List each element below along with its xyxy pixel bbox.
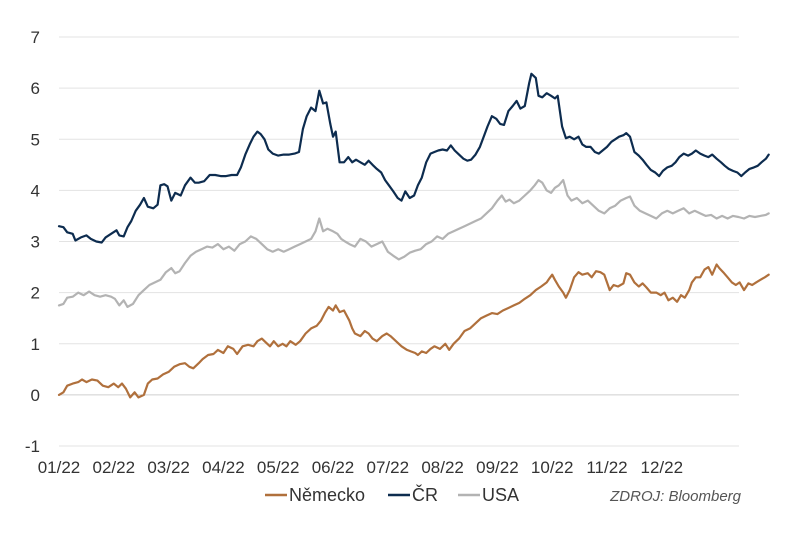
- y-tick-label: 5: [31, 130, 40, 149]
- series-line-2: [57, 179, 770, 308]
- series-lines: [57, 72, 770, 399]
- legend: Německo ČR USA: [265, 484, 519, 505]
- x-tick-label: 05/22: [257, 458, 300, 477]
- x-tick-label: 11/22: [586, 458, 627, 477]
- x-tick-label: 06/22: [312, 458, 355, 477]
- y-tick-label: 2: [31, 284, 40, 303]
- series-line-0: [57, 263, 770, 399]
- x-tick-label: 12/22: [641, 458, 684, 477]
- y-tick-label: 0: [31, 386, 40, 405]
- x-tick-label: 09/22: [476, 458, 519, 477]
- series-line-1: [57, 72, 770, 244]
- legend-label-0: Německo: [289, 485, 365, 505]
- x-tick-label: 03/22: [147, 458, 190, 477]
- x-tick-label: 10/22: [531, 458, 574, 477]
- legend-label-2: USA: [482, 485, 519, 505]
- y-tick-label: 3: [31, 233, 40, 252]
- gridlines: [59, 36, 739, 447]
- x-tick-label: 08/22: [421, 458, 464, 477]
- legend-label-1: ČR: [412, 484, 438, 505]
- y-axis-ticks: -1 0 1 2 3 4 5 6 7: [25, 28, 40, 456]
- x-tick-label: 02/22: [93, 458, 136, 477]
- x-tick-label: 04/22: [202, 458, 245, 477]
- y-tick-label: 6: [31, 79, 40, 98]
- x-tick-label: 01/22: [38, 458, 81, 477]
- x-axis-ticks: 01/22 02/22 03/22 04/22 05/22 06/22 07/22 08/22…: [38, 458, 683, 477]
- y-tick-label: 4: [31, 181, 40, 200]
- source-note: ZDROJ: Bloomberg: [609, 488, 742, 505]
- x-tick-label: 07/22: [367, 458, 410, 477]
- y-tick-label: 1: [31, 335, 40, 354]
- y-tick-label: 7: [31, 28, 40, 47]
- y-tick-label: -1: [25, 437, 40, 456]
